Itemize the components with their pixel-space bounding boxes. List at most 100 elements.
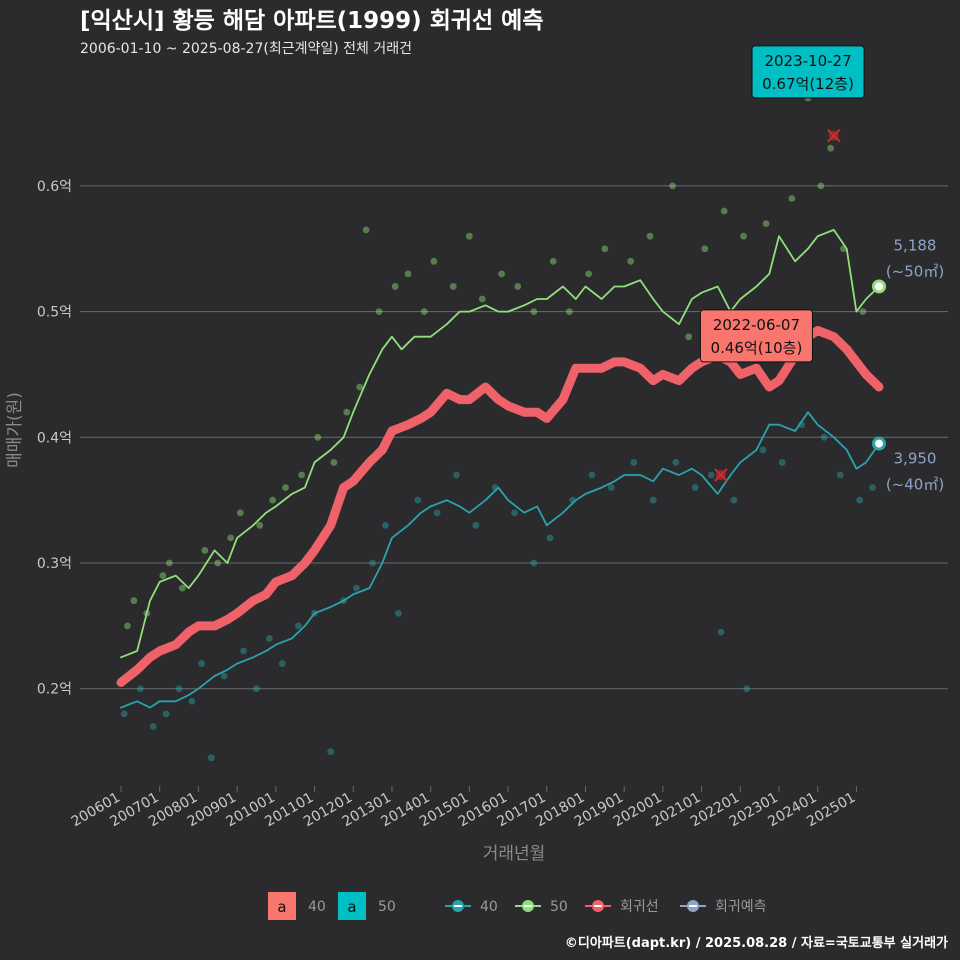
scatter-point-50 (330, 459, 338, 466)
scatter-point-50 (420, 308, 428, 315)
legend-label: 회귀선 (620, 899, 659, 915)
legend-label: 40 (308, 899, 326, 915)
scatter-point-50 (740, 232, 747, 240)
scatter-point-40 (836, 471, 844, 479)
scatter-point-40 (207, 754, 215, 762)
scatter-point-50 (859, 308, 867, 315)
scatter-point-50 (601, 245, 609, 253)
scatter-point-50 (762, 220, 770, 228)
excluded-marker (714, 468, 728, 482)
scatter-point-40 (198, 660, 206, 667)
legend: a 40 a 50 40 50 회귀선 회귀예측 (268, 892, 767, 920)
scatter-points (120, 94, 876, 762)
scatter-point-50 (227, 534, 235, 542)
scatter-point-40 (869, 484, 876, 491)
scatter-point-50 (498, 270, 506, 278)
scatter-point-50 (827, 144, 835, 152)
scatter-point-50 (585, 270, 593, 278)
scatter-point-40 (120, 710, 128, 718)
gridlines (80, 185, 948, 690)
scatter-point-50 (236, 509, 244, 517)
legend-glyph: a (347, 898, 356, 916)
scatter-point-40 (136, 685, 144, 693)
legend-item-line: 40 (445, 899, 498, 915)
scatter-point-50 (343, 408, 351, 416)
excluded-markers (714, 128, 841, 482)
scatter-point-50 (356, 383, 364, 391)
scatter-point-50 (159, 572, 167, 579)
chart-title: [익산시] 황등 해담 아파트(1999) 회귀선 예측 (80, 8, 544, 34)
scatter-point-40 (730, 496, 738, 504)
scatter-point-40 (588, 471, 596, 479)
scatter-point-50 (269, 496, 276, 504)
scatter-point-40 (394, 609, 402, 617)
y-axis-title: 매매가(원) (5, 392, 25, 468)
scatter-point-40 (759, 446, 767, 454)
caption: ©디아파트(dapt.kr) / 2025.08.28 / 자료=국토교통부 실… (565, 935, 948, 951)
series-end-point-40 (872, 436, 886, 451)
scatter-point-40 (295, 622, 302, 630)
scatter-point-40 (607, 484, 615, 491)
scatter-point-40 (220, 672, 228, 680)
scatter-point-50 (165, 559, 173, 567)
scatter-point-40 (649, 496, 657, 504)
legend-item-line: 회귀예측 (680, 899, 767, 915)
scatter-point-50 (685, 333, 693, 341)
y-axis-ticks: 0.2억 0.3억 0.4억 0.5억 0.6억 (37, 179, 72, 698)
regression-line (116, 326, 884, 687)
scatter-point-40 (820, 433, 828, 441)
legend-label: 회귀예측 (715, 899, 767, 915)
scatter-point-50 (514, 283, 522, 290)
scatter-point-50 (478, 295, 486, 303)
scatter-point-40 (162, 710, 170, 718)
scatter-point-40 (369, 559, 376, 567)
excluded-marker (827, 128, 841, 143)
y-tick-label: 0.2억 (37, 682, 72, 698)
scatter-point-50 (530, 308, 538, 315)
scatter-point-40 (453, 471, 460, 479)
scatter-point-50 (282, 484, 289, 491)
series-line-50 (120, 229, 880, 659)
callout-date: 2022-06-07 (713, 316, 800, 334)
scatter-point-50 (430, 257, 438, 265)
scatter-point-40 (253, 685, 260, 693)
scatter-point-40 (530, 559, 538, 567)
end-label-count: 3,950 (894, 450, 937, 468)
scatter-point-40 (149, 723, 157, 730)
scatter-point-50 (646, 232, 654, 240)
x-axis-title: 거래년월 (483, 844, 546, 864)
scatter-point-50 (701, 245, 709, 253)
scatter-point-50 (817, 182, 825, 190)
scatter-point-40 (414, 496, 422, 504)
scatter-point-50 (178, 584, 186, 592)
scatter-point-50 (391, 283, 399, 290)
scatter-point-40 (175, 685, 183, 693)
callout-date: 2023-10-27 (764, 52, 851, 70)
scatter-point-50 (130, 597, 138, 605)
end-label-count: 5,188 (894, 236, 937, 254)
legend-glyph: a (277, 898, 286, 916)
scatter-point-40 (707, 471, 715, 479)
legend-item-line: 50 (515, 899, 568, 915)
scatter-point-50 (362, 226, 370, 234)
scatter-point-40 (717, 628, 725, 636)
scatter-point-40 (856, 496, 864, 504)
chart-subtitle: 2006-01-10 ~ 2025-08-27(최근계약일) 전체 거래건 (80, 41, 412, 57)
scatter-point-40 (672, 459, 680, 466)
scatter-point-50 (298, 471, 306, 479)
scatter-point-40 (278, 660, 286, 667)
legend-label: 50 (378, 899, 396, 915)
scatter-point-40 (382, 521, 389, 529)
scatter-point-50 (465, 232, 473, 240)
y-tick-label: 0.6억 (37, 179, 72, 195)
scatter-point-50 (314, 433, 322, 441)
scatter-point-50 (669, 182, 676, 190)
scatter-point-40 (691, 484, 699, 491)
callout-price: 0.67억(12층) (762, 75, 854, 93)
scatter-point-50 (256, 521, 264, 529)
end-label-area: (~40㎡) (886, 476, 944, 494)
scatter-point-50 (627, 257, 635, 265)
legend-label: 40 (480, 899, 498, 915)
y-tick-label: 0.5억 (37, 305, 72, 321)
